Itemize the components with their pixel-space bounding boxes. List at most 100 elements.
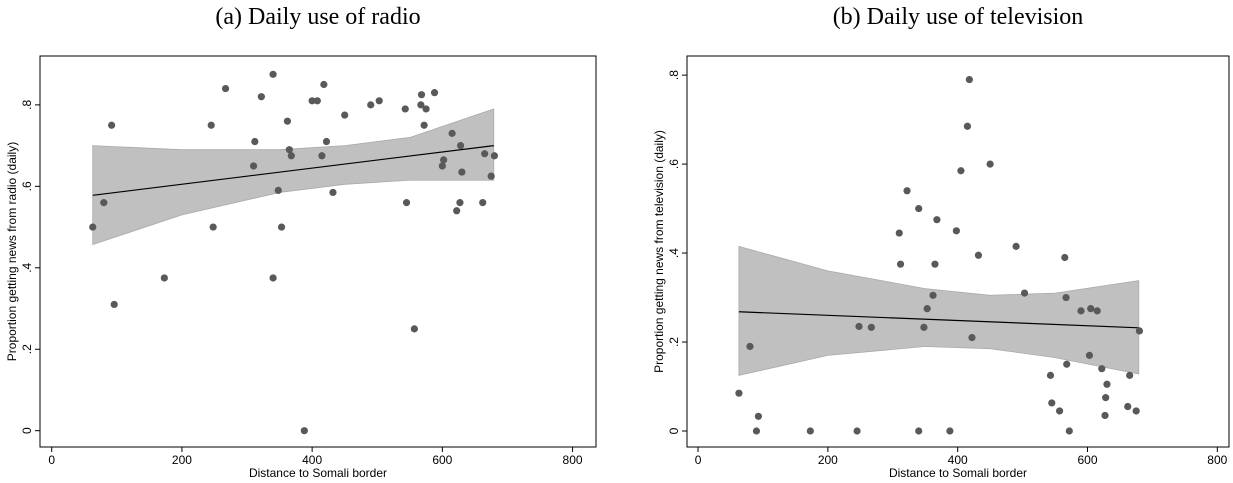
- data-point: [249, 162, 258, 170]
- y-tick-label: .6: [20, 181, 34, 191]
- data-point: [1020, 289, 1029, 297]
- data-point: [209, 223, 217, 231]
- data-point: [855, 322, 863, 331]
- data-point: [1132, 407, 1140, 415]
- data-point: [1055, 407, 1064, 415]
- x-axis-label: Distance to Somali border: [249, 466, 387, 478]
- x-tick-label: 600: [1077, 453, 1097, 467]
- data-point: [903, 187, 911, 195]
- x-tick-label: 600: [432, 453, 452, 467]
- data-point: [375, 97, 383, 105]
- y-axis-label: Proportion getting news from television …: [652, 130, 666, 373]
- data-point: [946, 427, 954, 435]
- data-point: [735, 389, 743, 397]
- data-point: [479, 199, 487, 207]
- data-point: [1077, 307, 1085, 315]
- data-point: [746, 342, 754, 351]
- data-point: [931, 260, 939, 268]
- data-point: [438, 162, 446, 170]
- data-point: [481, 150, 489, 158]
- y-tick-label: .4: [667, 248, 681, 258]
- data-point: [269, 70, 277, 78]
- x-tick-label: 200: [172, 453, 192, 467]
- data-point: [1046, 371, 1055, 379]
- chart-title: (b) Daily use of television: [833, 4, 1084, 30]
- data-point: [221, 84, 230, 93]
- x-tick-label: 800: [1207, 453, 1227, 467]
- data-point: [1063, 360, 1071, 368]
- data-point: [1124, 402, 1132, 411]
- data-point: [417, 101, 425, 109]
- data-point: [1087, 305, 1095, 313]
- data-point: [968, 333, 976, 342]
- data-point: [1101, 411, 1109, 420]
- data-point: [308, 97, 316, 105]
- data-point: [1012, 242, 1020, 250]
- data-point: [986, 160, 994, 168]
- data-point: [160, 274, 168, 282]
- data-point: [1093, 307, 1101, 315]
- data-point: [1098, 365, 1106, 373]
- data-point: [313, 97, 321, 105]
- data-point: [963, 122, 972, 130]
- x-tick-label: 400: [948, 453, 968, 467]
- data-point: [300, 427, 308, 435]
- x-tick-label: 0: [695, 453, 702, 467]
- data-point: [458, 168, 466, 176]
- data-point: [1065, 427, 1073, 435]
- data-point: [952, 227, 960, 235]
- x-tick-label: 400: [302, 453, 322, 467]
- y-tick-label: 0: [667, 427, 681, 434]
- data-point: [456, 199, 464, 207]
- data-point: [430, 89, 439, 97]
- confidence-band: [738, 245, 1140, 376]
- data-point: [257, 93, 265, 101]
- data-point: [287, 152, 295, 160]
- y-axis-label: Proportion getting news from radio (dail…: [5, 142, 19, 361]
- data-point: [487, 172, 495, 180]
- data-point: [933, 216, 941, 224]
- data-point: [974, 251, 983, 259]
- data-point: [1048, 399, 1056, 407]
- y-tick-label: .2: [667, 337, 681, 347]
- data-point: [456, 142, 465, 150]
- data-point: [318, 152, 326, 160]
- y-tick-label: .6: [667, 159, 681, 169]
- data-point: [752, 427, 761, 435]
- x-tick-label: 200: [818, 453, 838, 467]
- data-point: [440, 156, 448, 164]
- data-point: [108, 121, 116, 129]
- data-point: [100, 199, 108, 207]
- data-point: [957, 167, 965, 175]
- y-tick-label: .4: [20, 262, 34, 272]
- data-point: [269, 274, 277, 282]
- data-point: [410, 325, 418, 333]
- data-point: [754, 412, 763, 420]
- data-point: [1085, 351, 1094, 359]
- plot-area: [686, 55, 1230, 448]
- data-point: [1102, 394, 1110, 402]
- y-tick-label: .2: [20, 344, 34, 354]
- data-point: [251, 137, 259, 146]
- chart-title: (a) Daily use of radio: [215, 4, 420, 30]
- data-point: [285, 146, 293, 154]
- data-point: [422, 105, 430, 113]
- data-point: [367, 101, 375, 109]
- data-point: [920, 323, 928, 331]
- data-point: [1135, 327, 1144, 335]
- data-point: [277, 223, 286, 231]
- data-point: [320, 80, 328, 89]
- plot-area: [39, 55, 597, 448]
- data-point: [965, 75, 973, 84]
- data-point: [110, 300, 118, 309]
- data-point: [402, 199, 411, 207]
- data-point: [915, 427, 923, 435]
- data-point: [207, 121, 215, 129]
- data-point: [1061, 253, 1069, 262]
- data-point: [1126, 371, 1134, 379]
- data-point: [923, 305, 931, 313]
- data-point: [322, 137, 331, 146]
- data-point: [89, 223, 97, 231]
- data-point: [929, 291, 937, 299]
